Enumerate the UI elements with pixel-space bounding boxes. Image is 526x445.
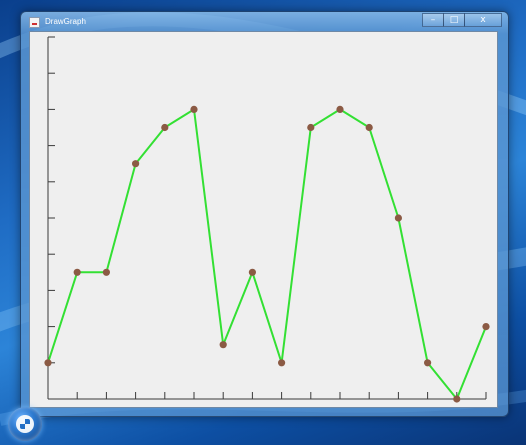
series-line-segment — [309, 108, 341, 129]
data-point — [365, 123, 373, 132]
drawgraph-window: DrawGraph – □ x — [20, 11, 509, 417]
data-point — [248, 268, 256, 276]
data-point — [394, 214, 402, 222]
series-line-segment — [455, 325, 487, 400]
data-point — [307, 123, 315, 132]
data-point — [73, 268, 81, 276]
data-point — [336, 105, 344, 113]
line-chart — [44, 36, 490, 403]
series-line-segment — [163, 108, 195, 129]
series-line-segment — [105, 162, 137, 274]
app-icon — [29, 17, 40, 28]
data-point — [161, 123, 169, 132]
start-button[interactable] — [8, 407, 42, 441]
data-point — [482, 323, 490, 331]
series-line-segment — [251, 271, 283, 364]
series-line-segment — [193, 108, 225, 346]
data-point — [132, 160, 140, 168]
data-point — [278, 359, 286, 367]
window-controls: – □ x — [422, 13, 502, 27]
data-point — [190, 105, 198, 113]
maximize-button[interactable]: □ — [443, 13, 465, 27]
chart-axes — [47, 36, 487, 400]
minimize-button[interactable]: – — [422, 13, 444, 27]
data-point — [102, 268, 110, 276]
close-button[interactable]: x — [464, 13, 502, 27]
data-point — [453, 395, 461, 403]
series-line-segment — [222, 271, 254, 346]
windows-orb-icon — [16, 415, 34, 433]
data-point — [44, 359, 52, 367]
series-line-segment — [134, 126, 166, 165]
series-line-segment — [339, 108, 371, 129]
data-point — [424, 359, 432, 367]
window-title: DrawGraph — [45, 17, 86, 26]
drawing-panel — [29, 31, 498, 408]
series-line-segment — [426, 361, 458, 400]
title-bar[interactable]: DrawGraph – □ x — [21, 12, 508, 34]
series-line-segment — [368, 126, 400, 219]
series-line-segment — [280, 126, 312, 364]
series-line-segment — [397, 217, 429, 364]
chart-series — [44, 105, 490, 403]
data-point — [219, 341, 227, 349]
series-line-segment — [47, 271, 79, 364]
